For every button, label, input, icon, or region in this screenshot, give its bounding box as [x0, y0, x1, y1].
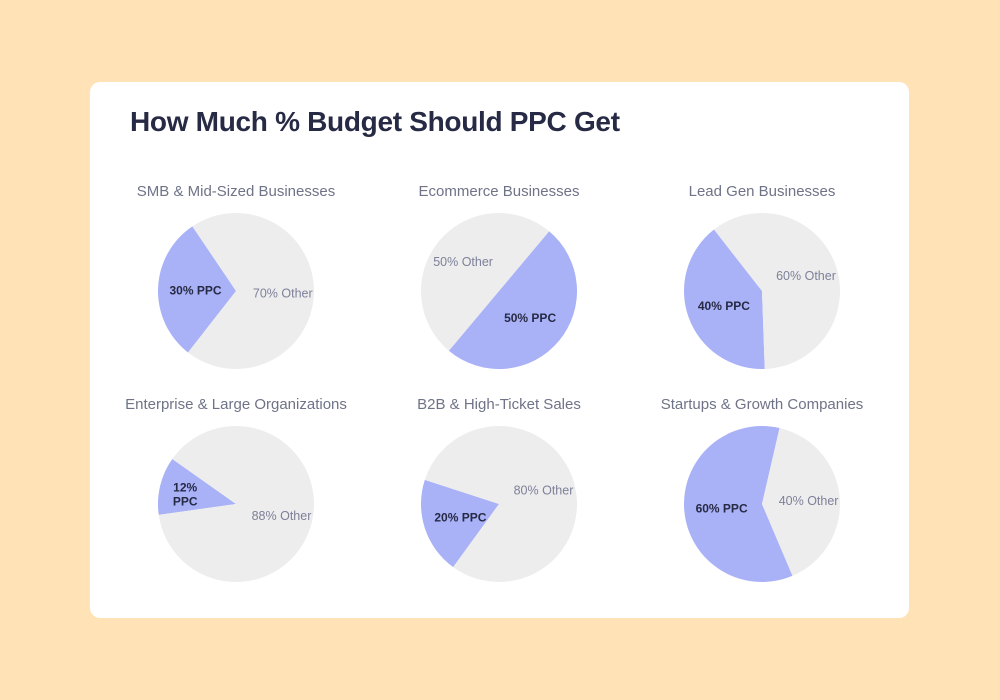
pie-slice-other [158, 425, 314, 582]
chart-subtitle: SMB & Mid-Sized Businesses [137, 183, 335, 200]
chart-subtitle: Lead Gen Businesses [689, 183, 836, 200]
slice-label-other: 40% Other [779, 494, 839, 508]
chart-card: How Much % Budget Should PPC Get SMB & M… [90, 82, 909, 618]
slice-label-other: 70% Other [253, 287, 313, 301]
slice-label-ppc: 12% PPC [173, 480, 198, 508]
slice-label-ppc: 30% PPC [169, 284, 221, 298]
pie-chart-smb-mid-sized-businesses: SMB & Mid-Sized Businesses 30% PPC 70% Oth… [137, 183, 335, 369]
slice-label-ppc: 60% PPC [696, 502, 748, 516]
chart-subtitle: Startups & Growth Companies [661, 396, 864, 413]
pie-slice-ppc [684, 229, 765, 369]
pie-slice-ppc [684, 426, 793, 583]
chart-subtitle: Enterprise & Large Organizations [125, 396, 347, 413]
page-title: How Much % Budget Should PPC Get [130, 106, 620, 137]
chart-subtitle: B2B & High-Ticket Sales [417, 396, 581, 413]
pie-slice-other [187, 212, 315, 369]
pie-chart-enterprise-large-organizations: Enterprise & Large Organizations 12% PPC 88… [125, 396, 347, 582]
slice-label-other: 60% Other [776, 269, 836, 283]
slice-label-ppc: 40% PPC [698, 299, 750, 313]
slice-label-ppc: 50% PPC [504, 311, 556, 325]
pie-slice-ppc [158, 226, 236, 353]
pie-slice-other [713, 212, 841, 369]
pie-slice-ppc [158, 459, 236, 515]
slice-label-ppc: 20% PPC [434, 511, 486, 525]
pie-slice-ppc [448, 231, 578, 370]
pie-slice-other [424, 426, 578, 583]
slice-label-other: 50% Other [433, 255, 493, 269]
pie-chart-startups-growth-companies: Startups & Growth Companies 60% PPC 40% Ot… [661, 396, 864, 583]
chart-subtitle: Ecommerce Businesses [419, 183, 580, 200]
pie-chart-b2b-high-ticket-sales: B2B & High-Ticket Sales 20% PPC 80% Other [417, 396, 581, 583]
pie-slice-ppc [421, 479, 499, 568]
pie-chart-lead-gen-businesses: Lead Gen Businesses 40% PPC 60% Other [684, 183, 841, 369]
pie-slice-other [762, 428, 841, 576]
pie-chart-ecommerce-businesses: Ecommerce Businesses 50% PPC 50% Other [419, 183, 580, 370]
slice-label-other: 88% Other [252, 509, 312, 523]
slice-label-other: 80% Other [514, 484, 574, 498]
pie-charts-grid: SMB & Mid-Sized Businesses 30% PPC 70% Oth… [125, 183, 864, 583]
pie-slice-other [420, 212, 550, 351]
